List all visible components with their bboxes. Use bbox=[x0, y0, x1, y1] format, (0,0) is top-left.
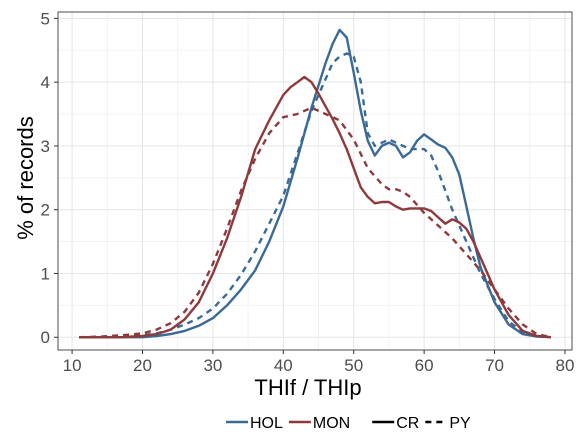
legend: HOL MON CR PY bbox=[226, 415, 471, 432]
x-tick-label: 20 bbox=[133, 356, 152, 375]
x-tick-label: 80 bbox=[555, 356, 574, 375]
series-lines bbox=[79, 28, 552, 339]
series-line-mon-py bbox=[79, 106, 552, 339]
series-line-hol-cr bbox=[79, 28, 551, 339]
y-tick-label: 2 bbox=[41, 201, 50, 220]
x-axis-title: THIf / THIp bbox=[254, 375, 361, 400]
plot-panel bbox=[57, 11, 573, 351]
x-tick-label: 30 bbox=[203, 356, 222, 375]
y-axis: 0 1 2 3 4 5 bbox=[41, 9, 58, 347]
y-tick-label: 0 bbox=[41, 328, 50, 347]
y-tick-label: 5 bbox=[41, 9, 50, 28]
y-tick-label: 4 bbox=[41, 73, 50, 92]
x-tick-label: 50 bbox=[344, 356, 363, 375]
legend-label-py: PY bbox=[449, 415, 471, 432]
x-tick-label: 40 bbox=[274, 356, 293, 375]
y-tick-label: 3 bbox=[41, 137, 50, 156]
y-tick-label: 1 bbox=[41, 264, 50, 283]
legend-label-mon: MON bbox=[313, 415, 350, 432]
series-line-hol-py bbox=[79, 52, 552, 339]
series-line-mon-cr bbox=[79, 75, 552, 339]
y-axis-title: % of records bbox=[13, 116, 38, 240]
legend-label-hol: HOL bbox=[250, 415, 283, 432]
x-tick-label: 10 bbox=[63, 356, 82, 375]
x-axis: 10 20 30 40 50 60 70 80 bbox=[63, 350, 574, 375]
x-tick-label: 70 bbox=[485, 356, 504, 375]
legend-label-cr: CR bbox=[396, 415, 419, 432]
x-tick-label: 60 bbox=[415, 356, 434, 375]
